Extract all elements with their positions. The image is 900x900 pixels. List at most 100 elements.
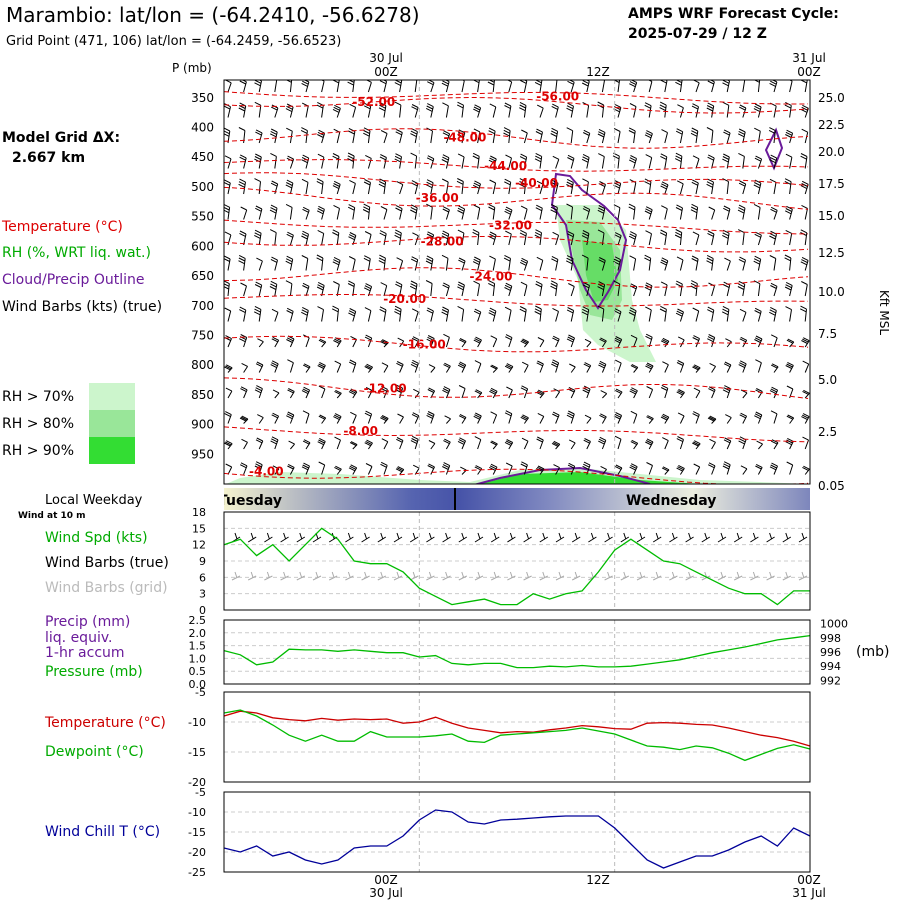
wind-barb <box>443 333 450 348</box>
rh-key-label: RH > 90% <box>2 443 74 459</box>
wind-barb <box>365 154 372 169</box>
wind-barb <box>490 411 498 424</box>
rh-key-label: RH > 80% <box>2 416 74 432</box>
wind-barb <box>799 305 807 322</box>
wind-barb <box>722 80 730 93</box>
wind-barb <box>646 415 654 424</box>
panel-frame <box>223 691 811 783</box>
wind-barb <box>255 205 263 220</box>
wind-barb <box>474 360 482 373</box>
wind-barb <box>239 334 248 348</box>
wind-barb <box>785 153 793 169</box>
wind-barb <box>646 462 653 475</box>
grid-wind-barb <box>620 571 630 581</box>
wind-barb <box>425 179 434 195</box>
wind-barb <box>660 257 669 271</box>
wind-barb <box>646 386 654 399</box>
wind-barb <box>473 128 481 144</box>
wind-barb <box>535 128 543 144</box>
wind-barb <box>581 254 589 271</box>
isotherm-line <box>224 96 809 114</box>
isotherm-label: -24.00 <box>469 270 512 284</box>
height-tick: 0.05 <box>818 479 845 493</box>
wind-barb <box>286 231 294 246</box>
wind-barb <box>332 104 341 118</box>
wind-barb <box>239 80 247 93</box>
height-tick: 25.0 <box>818 91 845 105</box>
wind-barb <box>472 80 480 93</box>
wind-barb <box>738 152 745 169</box>
wind-barb <box>458 413 467 424</box>
wind-barb <box>254 229 262 246</box>
grid-wind-barb <box>766 571 775 581</box>
wind-barb <box>707 230 715 246</box>
rh-key-swatch <box>89 437 135 464</box>
wind-barb <box>769 230 777 246</box>
wind-barb <box>613 204 621 220</box>
wind-barb <box>709 362 717 373</box>
wind-barb <box>363 179 371 195</box>
grid-wind-barb <box>539 571 549 581</box>
wind-barb <box>397 413 404 424</box>
wind-barb <box>551 440 561 450</box>
legend-entry: Wind Barbs (kts) (true) <box>2 299 162 315</box>
wind-barb <box>754 307 762 322</box>
wind-barb <box>255 437 264 450</box>
isotherm-label: -44.00 <box>484 159 527 173</box>
wind-barb <box>645 362 654 373</box>
surface-wind-barb <box>717 532 727 543</box>
height-tick: 22.5 <box>818 118 845 132</box>
wind-barb <box>505 334 513 348</box>
grid-wind-barb <box>345 571 354 581</box>
wind-barb <box>473 280 480 297</box>
wind-barb <box>676 256 684 271</box>
wind-barb <box>238 127 246 144</box>
wind-barb <box>660 281 668 297</box>
wind-barb <box>550 127 559 144</box>
pressure-tick: 450 <box>191 150 214 164</box>
height-tick: 2.5 <box>818 425 837 439</box>
wind-barb <box>785 437 794 450</box>
wind-barb <box>286 307 294 322</box>
wind-barb <box>331 305 339 322</box>
wind-barb <box>692 335 700 348</box>
grid-wind-barb <box>798 571 808 581</box>
wind-barb <box>487 80 495 93</box>
wind-barb <box>316 178 324 195</box>
grid-wind-barb <box>750 571 759 581</box>
wind-barb <box>753 103 762 118</box>
wind-barb <box>256 257 263 271</box>
wind-barb <box>396 361 404 373</box>
wind-barb <box>550 204 558 220</box>
wind-barb <box>488 203 496 220</box>
wind-barb <box>457 305 465 322</box>
wind-barb <box>519 257 529 271</box>
wind-barb <box>675 204 683 220</box>
panel-legend-entry: Dewpoint (°C) <box>45 744 144 760</box>
wind-barb <box>224 127 231 144</box>
surface-wind-barb <box>701 532 711 543</box>
wind-barb <box>677 412 685 424</box>
wind-barb <box>519 229 527 246</box>
wind-barb <box>270 360 279 373</box>
grid-wind-barb <box>782 571 792 581</box>
wind-barb <box>474 436 482 450</box>
wind-barb <box>628 203 636 220</box>
grid-spacing-label: Model Grid ΔX: <box>2 130 120 146</box>
wind-barb <box>395 466 405 475</box>
wind-barb <box>566 102 574 118</box>
pressure-tick: 650 <box>191 269 214 283</box>
wind-barb <box>600 390 608 399</box>
wind-barb <box>332 256 341 271</box>
surface-wind-barb <box>685 532 694 543</box>
wind-barb <box>488 280 496 297</box>
wind-barb <box>255 361 264 373</box>
wind-barb <box>659 229 668 246</box>
wind-barb <box>519 306 527 322</box>
wind-barb <box>379 154 387 169</box>
pressure-tick: 900 <box>191 418 214 432</box>
wind-barb <box>504 363 514 373</box>
wind-barb <box>270 152 277 169</box>
wind-barb <box>239 415 249 424</box>
wind-barb <box>302 410 310 424</box>
